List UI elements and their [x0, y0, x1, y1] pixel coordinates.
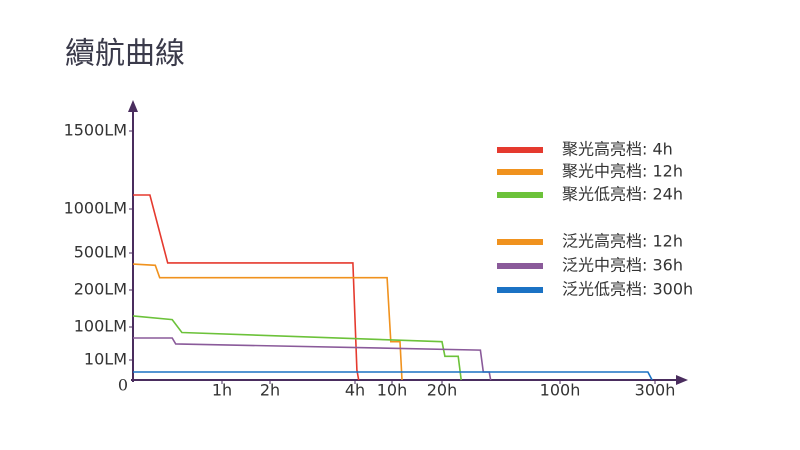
legend-swatch: [497, 147, 543, 153]
chart-title: 續航曲線: [65, 37, 185, 72]
y-tick-label: 1500LM: [64, 121, 127, 140]
x-axis-arrow: [676, 375, 688, 385]
legend-swatch: [497, 287, 543, 293]
y-tick-label: 100LM: [74, 317, 127, 336]
x-tick-label: 0: [118, 376, 128, 395]
series-line: [133, 194, 360, 381]
series-line: [133, 337, 492, 381]
y-axis-arrow: [128, 100, 138, 112]
x-tick-label: 20h: [427, 381, 458, 400]
legend-label: 聚光中亮档: 12h: [562, 162, 683, 181]
y-tick-label: 1000LM: [64, 199, 127, 218]
y-tick-label: 10LM: [84, 350, 127, 369]
legend-swatch: [497, 263, 543, 269]
legend-swatch: [497, 169, 543, 175]
y-tick-label: 500LM: [74, 243, 127, 262]
series-line: [133, 371, 653, 381]
y-tick-label: 200LM: [74, 280, 127, 299]
legend-swatch: [497, 239, 543, 245]
legend-label: 聚光高亮档: 4h: [562, 140, 673, 159]
series-line: [132, 315, 462, 381]
x-tick-label: 4h: [345, 381, 365, 400]
x-tick-label: 100h: [540, 381, 581, 400]
x-tick-label: 1h: [212, 381, 232, 400]
legend-label: 泛光高亮档: 12h: [562, 232, 683, 251]
x-tick-label: 300h: [635, 381, 676, 400]
legend-label: 聚光低亮档: 24h: [562, 185, 683, 204]
x-tick-label: 2h: [260, 381, 280, 400]
legend-label: 泛光中亮档: 36h: [562, 256, 683, 275]
x-tick-label: 10h: [377, 381, 408, 400]
legend-swatch: [497, 192, 543, 198]
series-line: [132, 263, 403, 381]
legend-label: 泛光低亮档: 300h: [562, 280, 693, 299]
